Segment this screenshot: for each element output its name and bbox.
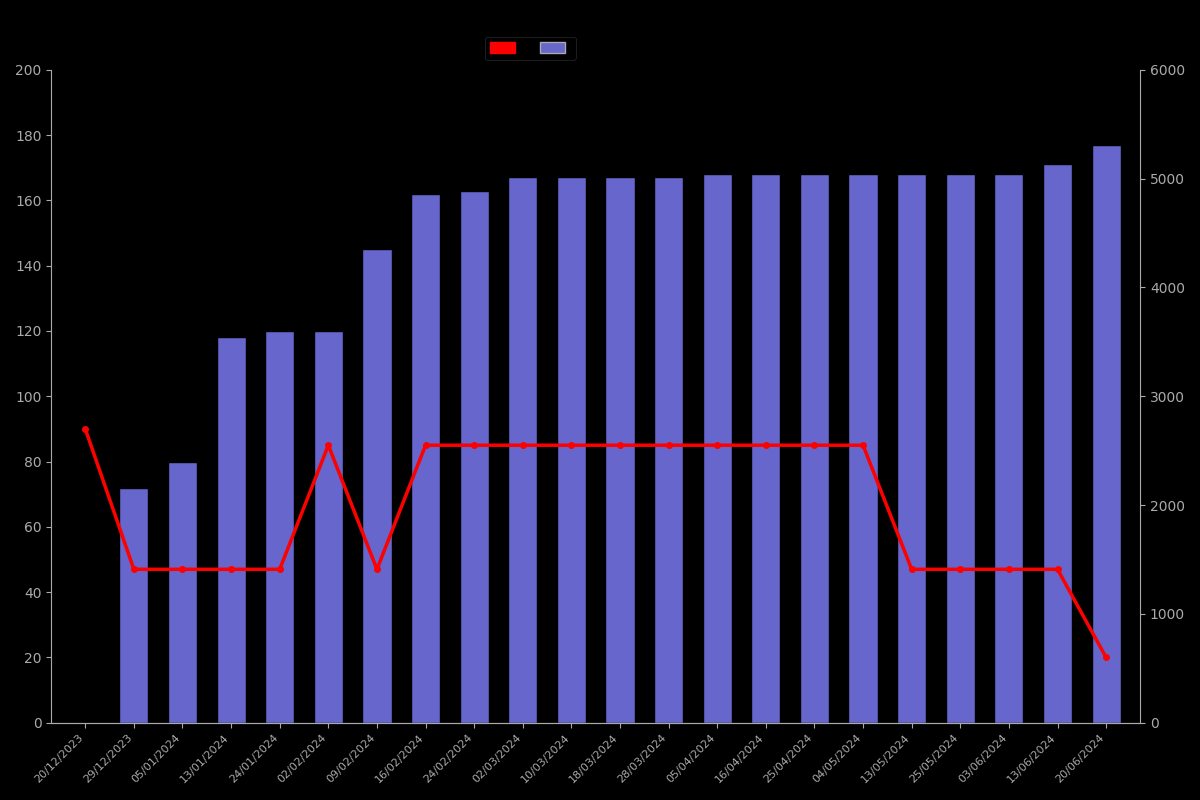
Bar [265, 331, 294, 722]
Bar [460, 190, 488, 722]
Bar [946, 174, 974, 722]
Bar [751, 174, 780, 722]
Bar [654, 178, 683, 722]
Bar [1043, 165, 1072, 722]
Bar [119, 488, 149, 722]
Legend: , : , [485, 37, 576, 60]
Bar [606, 178, 635, 722]
Bar [313, 331, 343, 722]
Bar [216, 338, 246, 722]
Bar [898, 174, 926, 722]
Bar [1092, 145, 1121, 722]
Bar [410, 194, 440, 722]
Bar [703, 174, 732, 722]
Bar [508, 178, 538, 722]
Bar [848, 174, 877, 722]
Bar [362, 250, 391, 722]
Bar [995, 174, 1024, 722]
Bar [800, 174, 829, 722]
Bar [168, 462, 197, 722]
Bar [557, 178, 586, 722]
